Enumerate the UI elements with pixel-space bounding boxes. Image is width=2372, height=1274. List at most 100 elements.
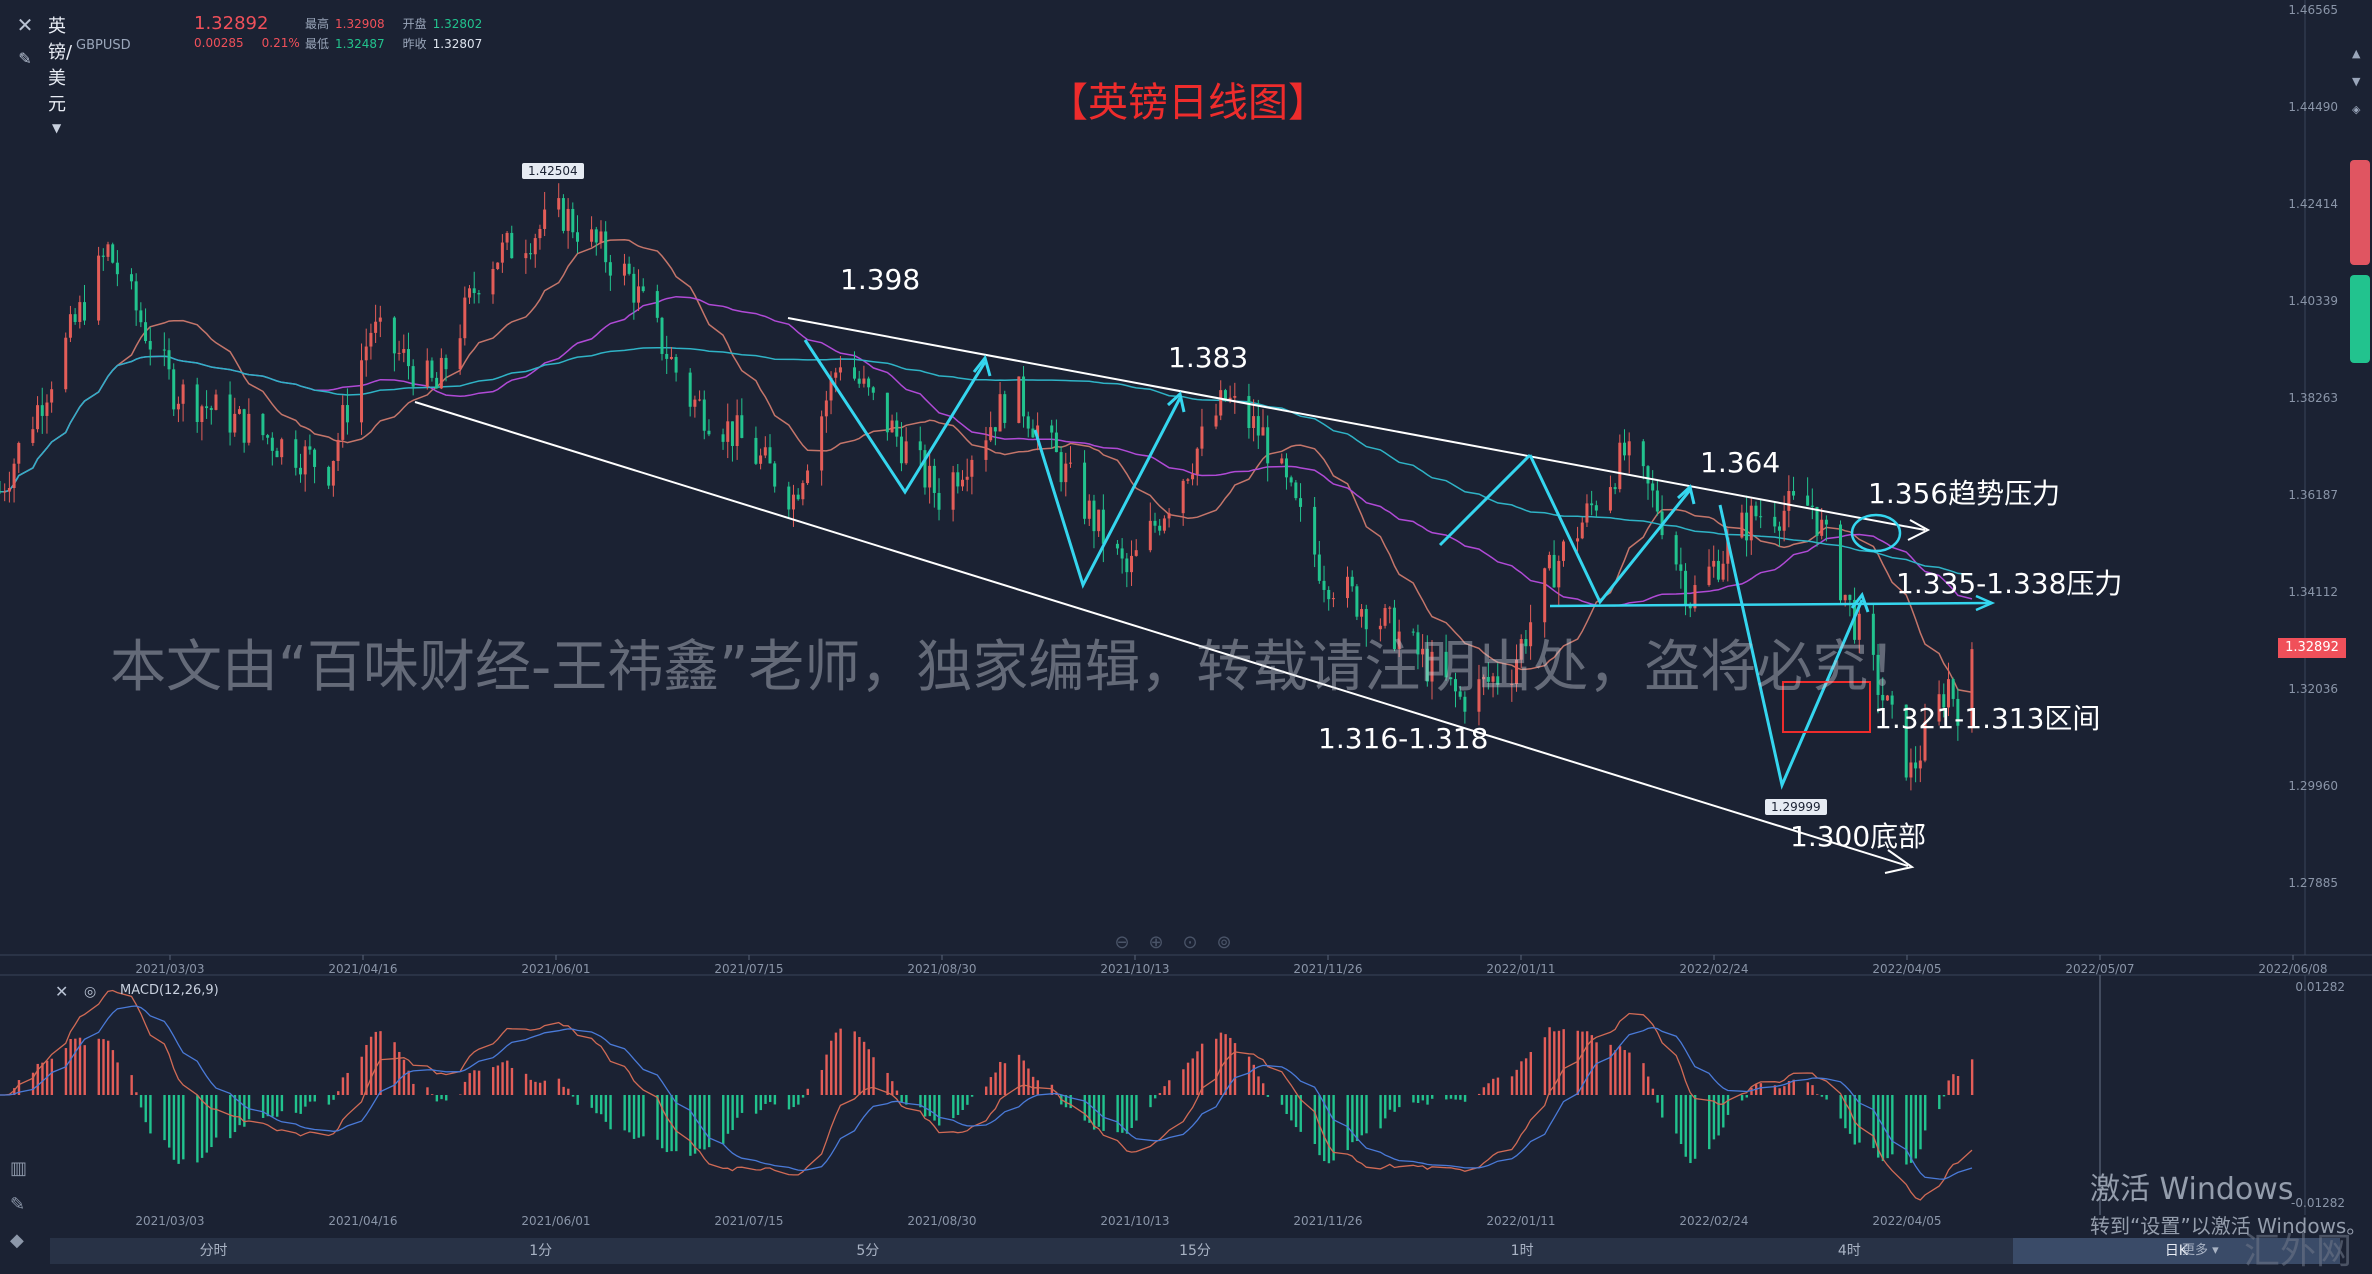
macd-histogram-bar (1125, 1095, 1129, 1134)
candle-body (1491, 676, 1495, 682)
macd-histogram-bar (1083, 1095, 1086, 1121)
last-price: 1.32892 (194, 13, 269, 34)
zoom-control-icon[interactable]: ⊖ (1114, 932, 1129, 953)
zoom-control-icon[interactable]: ⊙ (1182, 932, 1197, 953)
macd-histogram-bar (1266, 1095, 1270, 1097)
macd-histogram-bar (825, 1054, 828, 1095)
macd-histogram-bar (1384, 1095, 1387, 1119)
candle-body (1552, 554, 1556, 588)
macd-histogram-bar (1924, 1095, 1927, 1131)
candle-body (364, 346, 368, 361)
candle-body (1590, 503, 1594, 506)
macd-histogram-bar (820, 1069, 824, 1095)
macd-histogram-bar (491, 1067, 495, 1095)
macd-histogram-bar (299, 1095, 302, 1114)
candle-body (1195, 448, 1199, 475)
tab-5min[interactable]: 5分 (856, 1243, 880, 1259)
macd-histogram-bar (1806, 1082, 1810, 1095)
candle-body (1519, 639, 1523, 660)
candle-body (439, 357, 443, 389)
more-button[interactable]: 更多 ▾ (2182, 1243, 2219, 1258)
candle-body (1289, 477, 1293, 483)
draw-tool-icon[interactable]: ✎ (18, 49, 32, 68)
candle-body (1294, 482, 1298, 499)
candle-body (129, 274, 133, 282)
candle-body (604, 231, 608, 263)
candle-body (303, 446, 307, 475)
macd-histogram-bar (1712, 1095, 1716, 1140)
macd-histogram-bar (872, 1057, 875, 1095)
candle-body (1214, 415, 1218, 427)
buy-button[interactable] (2350, 275, 2370, 363)
macd-histogram-bar (1740, 1095, 1744, 1101)
macd-histogram-bar (1449, 1095, 1453, 1099)
windows-activation-hint: 转到“设置”以激活 Windows。 (2090, 1214, 2367, 1238)
tab-tick[interactable]: 分时 (199, 1243, 228, 1259)
candle-body (862, 378, 866, 384)
candle-body (247, 413, 251, 443)
macd-histogram-bar (797, 1095, 800, 1105)
tab-daily[interactable]: 日K (2012, 1238, 2340, 1264)
macd-histogram-bar (1825, 1095, 1828, 1100)
candle-body (444, 357, 448, 370)
candle-body (1200, 426, 1204, 449)
macd-histogram-bar (769, 1095, 772, 1103)
candle-body (1299, 498, 1303, 507)
candle-body (266, 435, 270, 438)
candle-body (674, 357, 678, 373)
macd-axis-bottom: -0.01282 (2291, 1196, 2345, 1210)
macd-histogram-bar (266, 1095, 270, 1117)
candle-body (275, 450, 279, 458)
close-icon[interactable]: ✕ (16, 13, 34, 37)
resistance-line (1549, 601, 1991, 608)
candle-body (984, 440, 988, 460)
tab-1hour[interactable]: 1时 (1510, 1243, 1534, 1259)
macd-histogram-bar (665, 1095, 669, 1153)
candle-body (31, 429, 35, 443)
candle-body (1223, 390, 1227, 400)
macd-histogram-bar (1886, 1095, 1889, 1159)
candle-body (885, 392, 889, 433)
symbol-selector[interactable]: 英镑/美元 ▼ (48, 12, 72, 137)
chart-title: 【英镑日线图】 (1048, 80, 1328, 126)
change-percent: 0.21% (261, 36, 300, 50)
candle-body (1937, 694, 1941, 722)
candle-body (313, 449, 317, 467)
macd-histogram-bar (247, 1095, 251, 1120)
candle-body (538, 228, 542, 239)
tab-4hour[interactable]: 4时 (1837, 1243, 1861, 1259)
pencil-icon[interactable]: ✎ (10, 1194, 26, 1215)
candle-body (1327, 589, 1331, 600)
candle-body (1247, 396, 1251, 429)
macd-histogram-bar (1726, 1095, 1730, 1115)
candle-body (3, 491, 7, 493)
candle-body (641, 286, 645, 292)
macd-close-icon[interactable]: ✕ (55, 982, 69, 1001)
zoom-control-icon[interactable]: ⊕ (1148, 932, 1163, 953)
macd-histogram-bar (1914, 1095, 1918, 1159)
indicator-icon[interactable]: ▥ (10, 1158, 28, 1179)
macd-histogram-bar (1529, 1052, 1533, 1095)
macd-histogram-bar (496, 1065, 500, 1095)
macd-histogram-bar (590, 1095, 593, 1108)
candle-body (1453, 679, 1457, 692)
candle-body (181, 384, 185, 404)
candle-body (1745, 512, 1749, 541)
candle-body (1848, 594, 1852, 600)
macd-settings-icon[interactable]: ◎ (84, 984, 97, 1000)
candle-body (1022, 376, 1026, 417)
side-panel-toggle[interactable]: ▲ ▼ ◈ (2352, 47, 2361, 116)
windows-activation-notice: 激活 Windows 转到“设置”以激活 Windows。 (2090, 1164, 2366, 1239)
tab-1min[interactable]: 1分 (529, 1243, 553, 1259)
sell-button[interactable] (2350, 160, 2370, 265)
macd-histogram-bar (1069, 1095, 1072, 1109)
eraser-icon[interactable]: ◆ (10, 1230, 24, 1251)
candle-body (50, 389, 54, 403)
zoom-control-icon[interactable]: ⊚ (1216, 932, 1231, 953)
macd-histogram-bar (1088, 1095, 1091, 1123)
macd-histogram-bar (365, 1044, 368, 1095)
macd-histogram-bar (276, 1095, 279, 1117)
tab-15min[interactable]: 15分 (1179, 1243, 1211, 1259)
candle-body (148, 341, 152, 350)
